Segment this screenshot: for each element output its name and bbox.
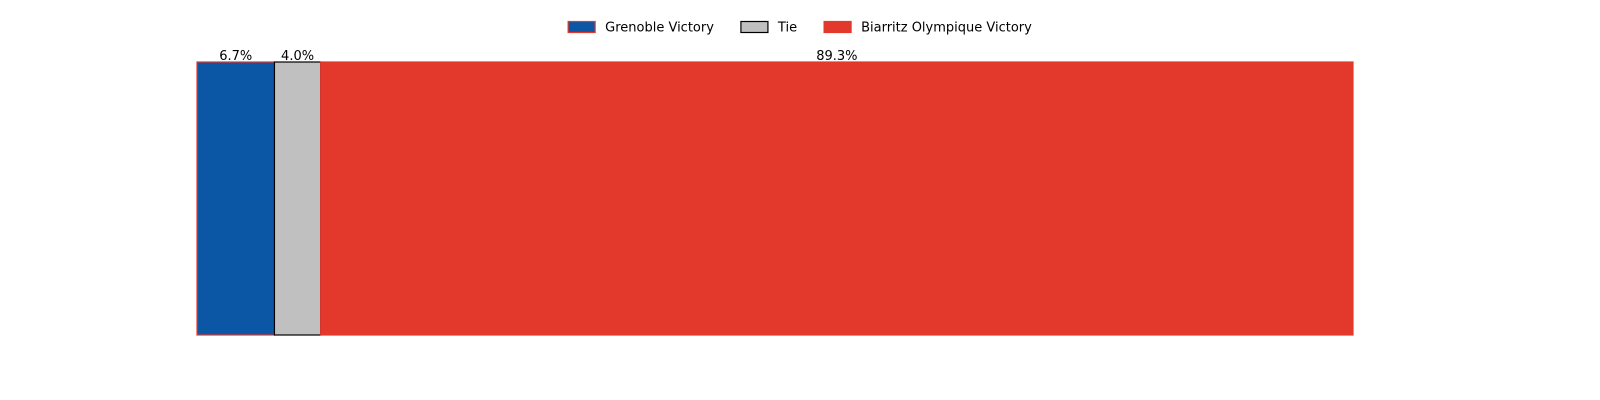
legend-label-biarritz-olympique-victory: Biarritz Olympique Victory: [861, 21, 1032, 36]
legend-item-grenoble-victory: Grenoble Victory: [567, 20, 714, 36]
bar-segment-tie: [273, 61, 322, 336]
legend-item-tie: Tie: [740, 20, 797, 36]
data-labels: 6.7% 4.0% 89.3%: [219, 49, 857, 64]
legend-swatch-biarritz-olympique-victory: [823, 20, 852, 34]
legend-item-biarritz-olympique-victory: Biarritz Olympique Victory: [823, 20, 1032, 36]
legend-label-grenoble-victory: Grenoble Victory: [605, 21, 714, 36]
legend-swatch-tie: [740, 20, 769, 34]
legend: Grenoble Victory Tie Biarritz Olympique Vi…: [567, 20, 1032, 36]
legend-swatch-grenoble-victory: [567, 20, 596, 34]
data-label-tie: 4.0%: [281, 49, 314, 64]
bar-stack: [196, 61, 1354, 336]
legend-label-tie: Tie: [777, 21, 797, 36]
data-label-grenoble-victory: 6.7%: [219, 49, 252, 64]
data-label-biarritz-olympique-victory: 89.3%: [816, 49, 857, 64]
bar-segment-biarritz-olympique-victory: [320, 61, 1354, 336]
bar-segment-grenoble-victory: [196, 61, 276, 336]
